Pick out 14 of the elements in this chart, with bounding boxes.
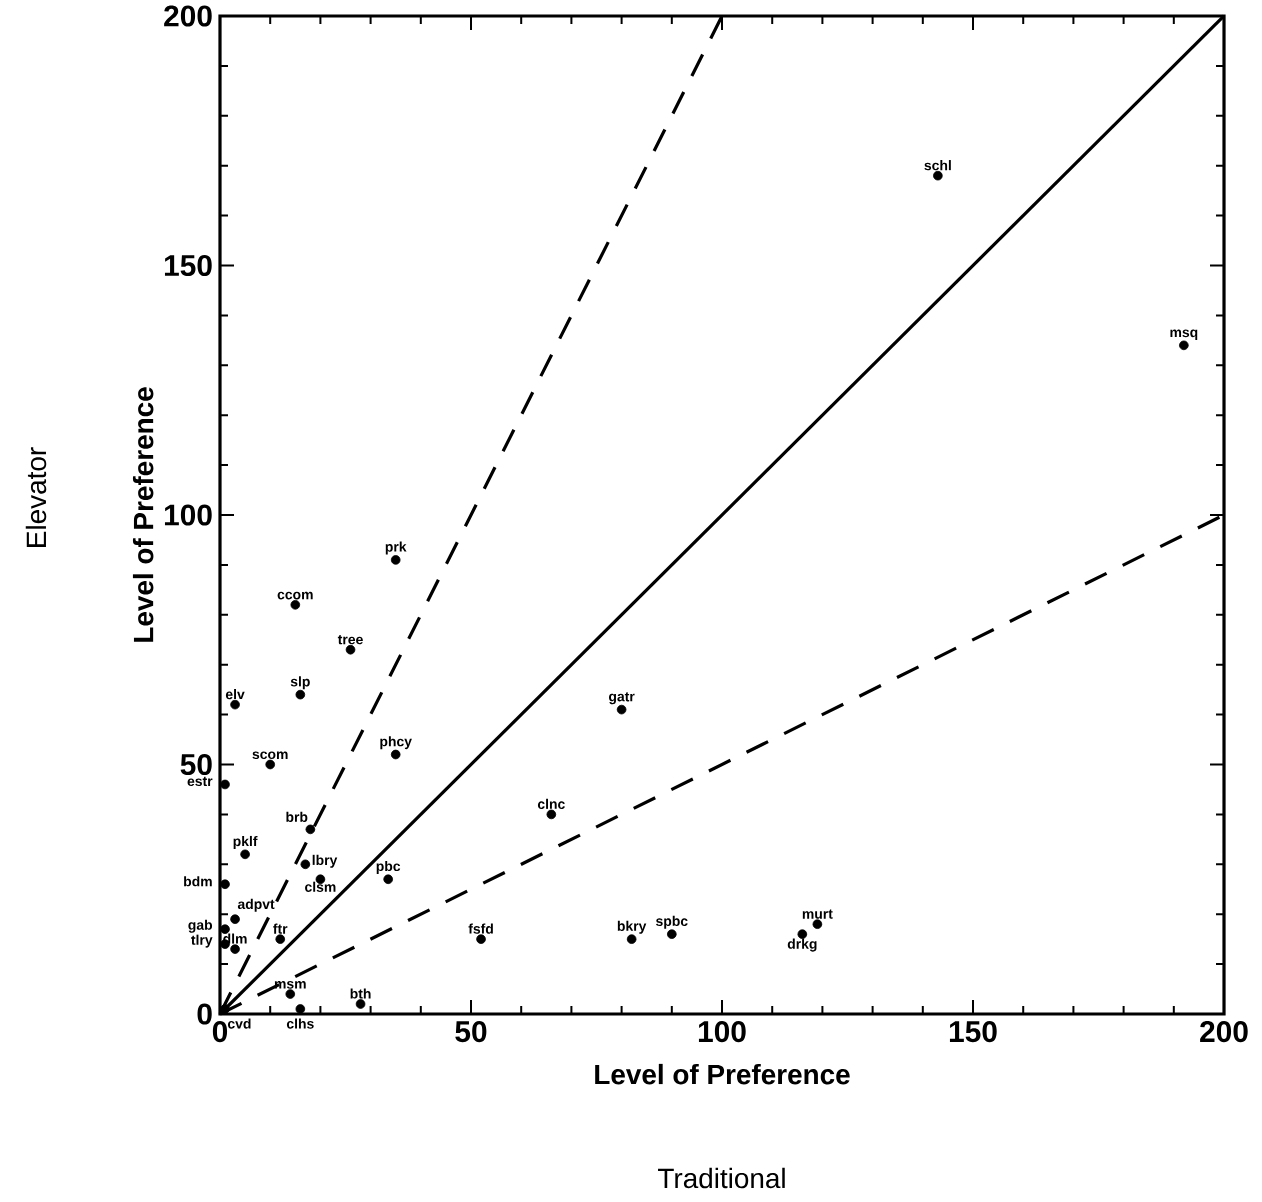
text: Elevator bbox=[25, 447, 47, 547]
x-tick-label: 200 bbox=[1200, 1021, 1248, 1043]
y-tick-label: 200 bbox=[164, 5, 212, 27]
x-axis-title: Level of Preference bbox=[595, 1063, 850, 1085]
y-axis-title: Level of Preference bbox=[132, 387, 154, 642]
y-tick-label: 0 bbox=[197, 1003, 212, 1025]
x-tick-label: 0 bbox=[212, 1021, 228, 1043]
x-tick-label: 50 bbox=[455, 1021, 487, 1043]
y-tick-label: 50 bbox=[180, 753, 212, 776]
x-tick-label: 100 bbox=[698, 1021, 746, 1043]
x-tick-label: 150 bbox=[949, 1021, 997, 1043]
text: Traditional bbox=[658, 1167, 785, 1189]
y-tick-label: 100 bbox=[164, 504, 212, 526]
y-tick-label: 150 bbox=[164, 254, 212, 277]
